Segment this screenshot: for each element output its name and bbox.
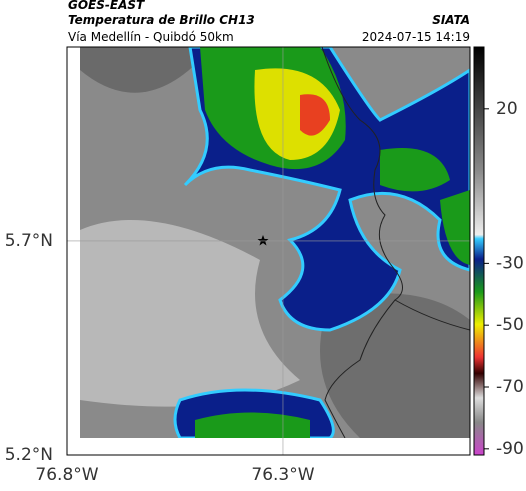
- title: GOES-EAST: [68, 0, 145, 12]
- colorbar: [473, 46, 485, 456]
- satellite-image: [80, 47, 470, 438]
- colorbar-tick-label: 20: [496, 99, 518, 119]
- source: SIATA: [432, 13, 470, 27]
- subtitle: Temperatura de Brillo CH13: [68, 13, 255, 27]
- colorbar-tick-label: -30: [496, 253, 524, 273]
- y-tick-label: 5.7°N: [5, 231, 53, 251]
- map-frame: [66, 46, 471, 456]
- colorbar-tick-label: -90: [496, 439, 524, 459]
- y-tick-label: 5.2°N: [5, 445, 53, 465]
- colorbar-tick-label: -50: [496, 315, 524, 335]
- x-tick-label: 76.8°W: [35, 465, 98, 485]
- x-tick-label: 76.3°W: [251, 465, 314, 485]
- colorbar-tick-label: -70: [496, 377, 524, 397]
- datetime: 2024-07-15 14:19: [362, 30, 470, 44]
- location-marker: [257, 235, 269, 246]
- region: Vía Medellín - Quibdó 50km: [68, 30, 234, 44]
